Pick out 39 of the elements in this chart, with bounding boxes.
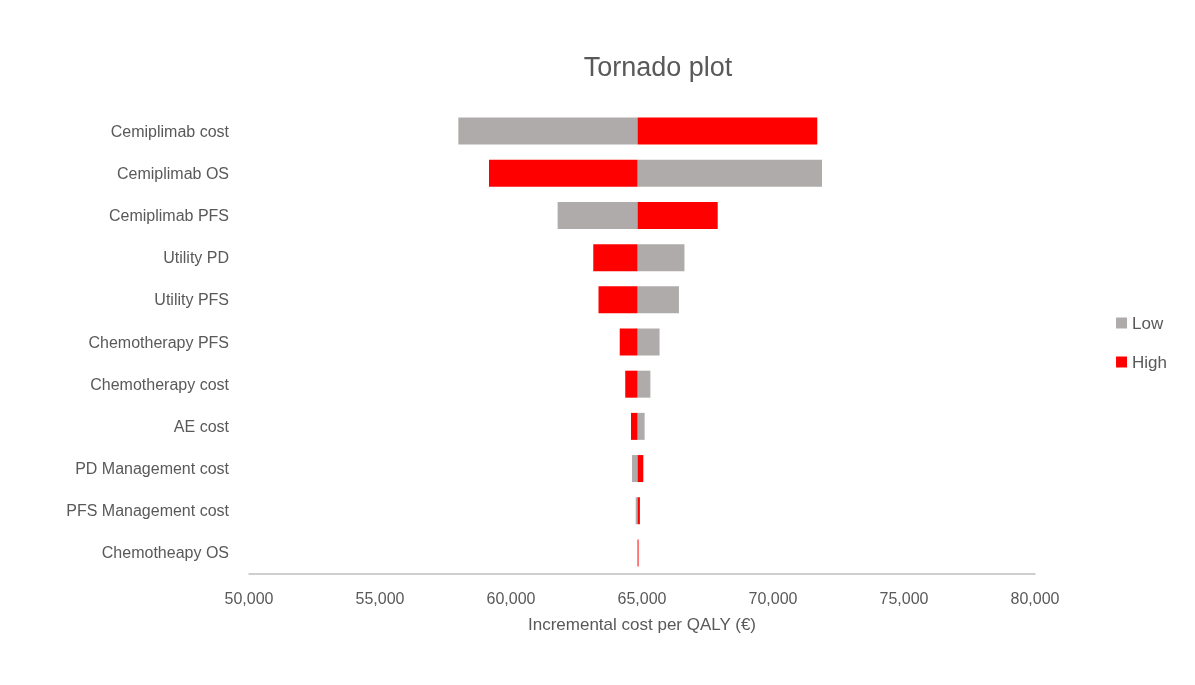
bar <box>631 412 638 440</box>
x-tick-label: 80,000 <box>1010 589 1060 607</box>
legend-label: High <box>1132 352 1168 372</box>
y-tick-label: PFS Management cost <box>66 502 230 520</box>
y-tick-label: Cemiplimab cost <box>110 122 230 140</box>
bar <box>598 286 638 314</box>
bar <box>637 328 660 356</box>
y-tick-label: Cemiplimab OS <box>116 164 229 182</box>
bar <box>637 286 679 314</box>
x-tick-label: 50,000 <box>224 589 274 607</box>
y-tick-label: AE cost <box>173 417 230 435</box>
bar <box>637 244 685 272</box>
y-tick-label: Chemotheapy OS <box>101 544 229 562</box>
legend-label: Low <box>1132 313 1164 333</box>
bar <box>637 201 718 229</box>
y-tick-label: Chemotherapy PFS <box>88 333 229 351</box>
bar <box>557 201 638 229</box>
x-tick-label: 55,000 <box>355 589 405 607</box>
bar <box>619 328 638 356</box>
y-tick-label: Cemiplimab PFS <box>108 206 229 224</box>
y-tick-label: Utility PD <box>163 249 229 267</box>
bar <box>637 370 651 398</box>
y-tick-label: Utility PFS <box>154 291 229 309</box>
bar <box>458 117 638 145</box>
x-tick-label: 75,000 <box>879 589 929 607</box>
y-tick-label: PD Management cost <box>75 460 230 478</box>
bar <box>637 159 822 187</box>
bar <box>488 159 638 187</box>
x-tick-label: 70,000 <box>748 589 798 607</box>
bar <box>625 370 638 398</box>
chart-title: Tornado plot <box>583 51 733 82</box>
x-tick-label: 60,000 <box>486 589 536 607</box>
bar <box>637 412 645 440</box>
bar <box>632 455 638 483</box>
x-tick-label: 65,000 <box>617 589 667 607</box>
bar <box>593 244 638 272</box>
x-axis-title: Incremental cost per QALY (€) <box>527 615 757 634</box>
bar <box>637 117 818 145</box>
y-tick-label: Chemotherapy cost <box>90 375 230 393</box>
